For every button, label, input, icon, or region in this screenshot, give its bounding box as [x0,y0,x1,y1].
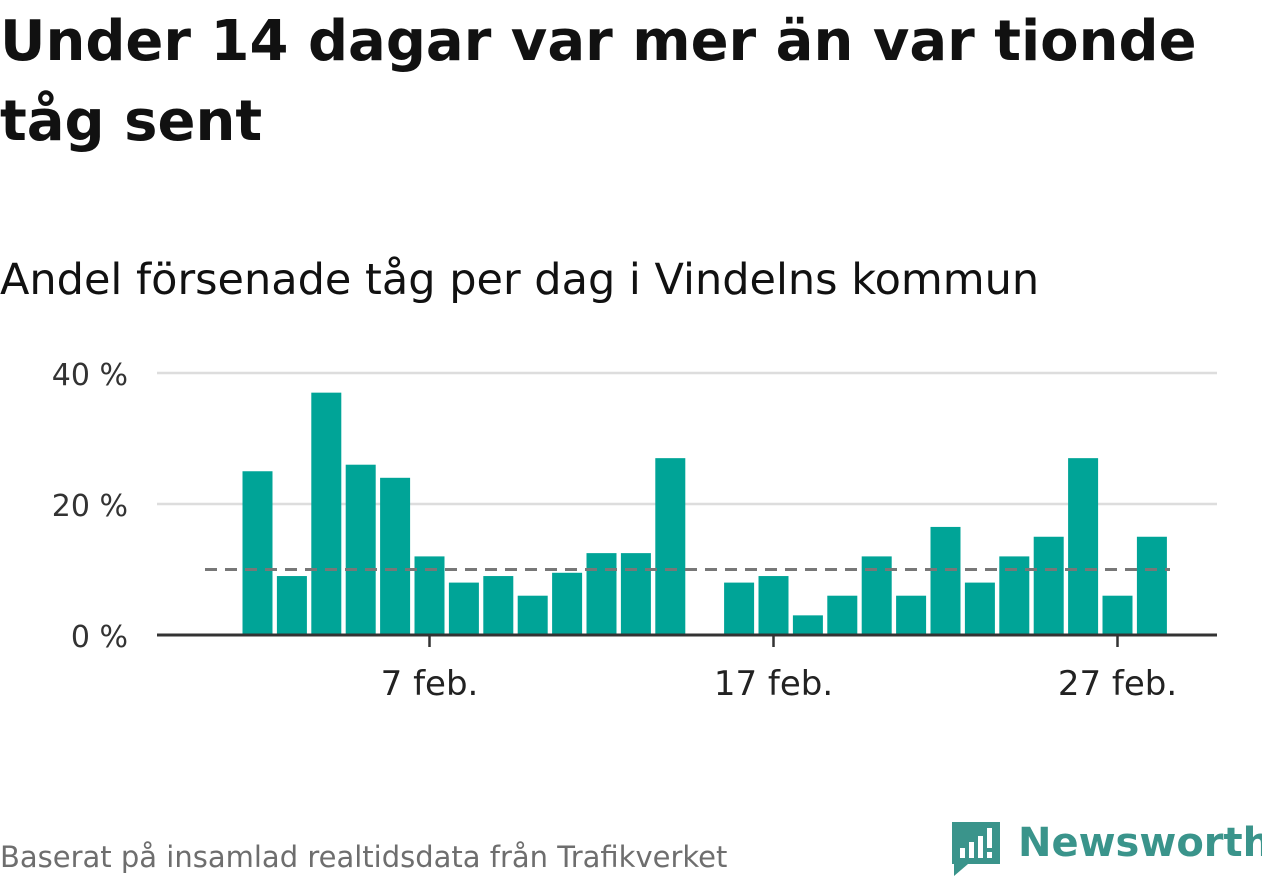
brand-logo: Newsworthy [950,818,1262,878]
bar [1068,458,1099,635]
bar-chart: 0 % 20 % 40 % 7 feb. 17 feb. 27 feb. [52,358,1217,704]
bar [276,576,307,635]
bar [655,458,686,635]
bar [792,615,823,635]
bar [827,595,858,635]
brand-name: Newsworthy [1018,820,1262,866]
y-tick-label: 0 % [71,620,128,655]
bar [448,582,479,635]
bar [242,471,273,635]
x-tick-label: 27 feb. [1058,664,1177,704]
bar [483,576,514,635]
bar [620,553,651,635]
bar [1033,536,1064,635]
bar [1102,595,1133,635]
bar [380,477,411,635]
source-note: Baserat på insamlad realtidsdata från Tr… [0,840,728,874]
x-tick-label: 17 feb. [714,664,833,704]
bar [896,595,927,635]
newsworthy-logo-icon [952,822,1000,876]
bar [552,572,583,635]
bar [586,553,617,635]
chart-subtitle: Andel försenade tåg per dag i Vindelns k… [0,255,1040,305]
bar [964,582,995,635]
y-tick-label: 40 % [52,358,128,393]
bar [311,392,342,635]
bar [517,595,548,635]
bar [930,526,961,635]
bar [1136,536,1167,635]
chart-title: Under 14 dagar var mer än var tionde tåg… [0,9,1197,154]
bar [758,576,789,635]
y-tick-label: 20 % [52,489,128,524]
bar [345,464,376,635]
x-tick-label: 7 feb. [381,664,479,704]
bar [724,582,755,635]
